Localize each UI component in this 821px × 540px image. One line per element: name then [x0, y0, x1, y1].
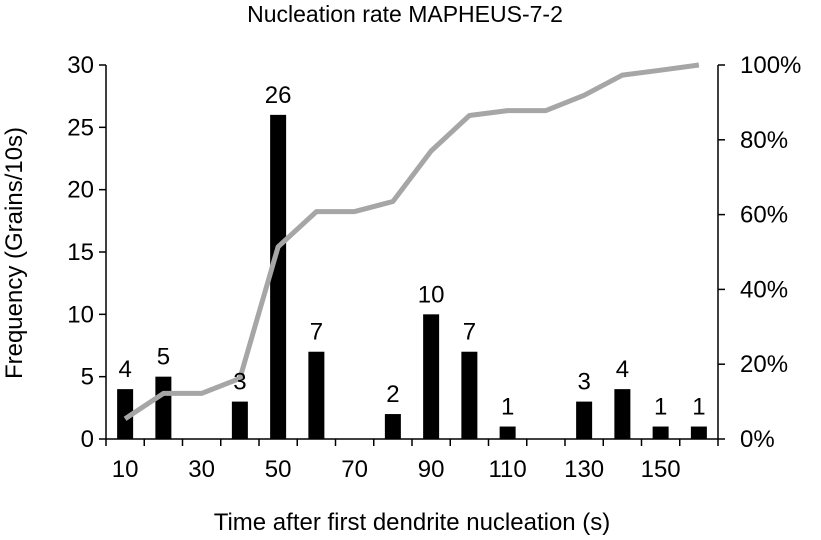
- x-tick-label-150: 150: [641, 456, 681, 483]
- data-label-40: 3: [233, 369, 246, 396]
- y-tick-label-30: 30: [67, 52, 94, 79]
- y2-tick-label-0: 0%: [740, 426, 775, 453]
- data-label-10: 4: [118, 356, 131, 383]
- y2-tick-label-5: 100%: [740, 52, 801, 79]
- x-tick-label-110: 110: [488, 456, 526, 483]
- bar-40: [231, 401, 248, 439]
- y-tick-label-10: 10: [67, 301, 94, 328]
- data-label-150: 1: [654, 394, 667, 421]
- y2-tick-label-2: 40%: [740, 276, 788, 303]
- x-tick-label-90: 90: [418, 456, 445, 483]
- bar-140: [614, 389, 631, 439]
- chart-title: Nucleation rate MAPHEUS-7-2: [247, 1, 563, 27]
- chart-axes: [99, 64, 725, 446]
- y-tick-label-0: 0: [81, 426, 94, 453]
- bar-160: [690, 426, 707, 439]
- cumulative-line: [123, 62, 700, 421]
- y-tick-label-20: 20: [67, 177, 94, 204]
- data-label-110: 1: [501, 394, 514, 421]
- y-axis-label: Frequency (Grains/10s): [1, 127, 28, 379]
- bar-90: [423, 314, 440, 439]
- bar-50: [270, 114, 287, 439]
- bar-130: [576, 401, 593, 439]
- data-label-130: 3: [577, 369, 590, 396]
- data-label-100: 7: [463, 319, 476, 346]
- bar-60: [308, 351, 325, 439]
- x-axis-label: Time after first dendrite nucleation (s): [214, 509, 611, 536]
- x-tick-label-30: 30: [188, 456, 215, 483]
- y2-tick-label-4: 80%: [740, 127, 788, 154]
- data-label-160: 1: [692, 394, 705, 421]
- bar-110: [499, 426, 516, 439]
- y2-tick-label-1: 20%: [740, 351, 788, 378]
- y-tick-label-15: 15: [67, 239, 94, 266]
- x-tick-label-50: 50: [265, 456, 292, 483]
- data-label-80: 2: [386, 381, 399, 408]
- bar-10: [117, 389, 134, 439]
- x-tick-label-70: 70: [341, 456, 368, 483]
- bar-20: [155, 376, 172, 439]
- y-tick-label-25: 25: [67, 114, 94, 141]
- x-tick-label-10: 10: [112, 456, 139, 483]
- data-label-50: 26: [265, 82, 292, 109]
- bar-150: [652, 426, 669, 439]
- bar-80: [384, 414, 401, 439]
- bar-100: [461, 351, 478, 439]
- y-tick-label-5: 5: [81, 364, 94, 391]
- data-label-60: 7: [310, 319, 323, 346]
- data-label-20: 5: [157, 344, 170, 371]
- data-label-90: 10: [418, 281, 445, 308]
- x-tick-label-130: 130: [564, 456, 604, 483]
- cumulative-line-series: [123, 62, 700, 421]
- bar-series: [117, 114, 707, 439]
- y2-tick-label-3: 60%: [740, 202, 788, 229]
- data-label-140: 4: [616, 356, 629, 383]
